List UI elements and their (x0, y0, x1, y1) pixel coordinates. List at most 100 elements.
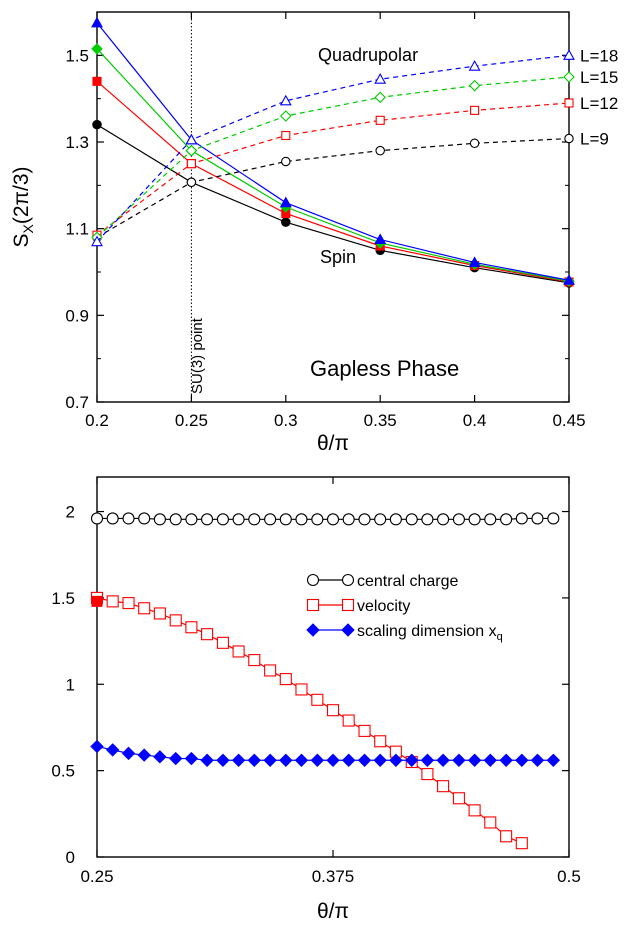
bottom-series-line (96, 745, 554, 761)
bottom-point (515, 837, 528, 850)
top-series-line (96, 22, 570, 281)
bottom-point (342, 714, 355, 727)
top-series-quadrupolar-L15: L=15 (91, 68, 618, 244)
top-point (281, 156, 291, 167)
bottom-point (467, 753, 482, 767)
bottom-point (279, 753, 293, 767)
top-series-group: L=9 L=12 L=15 L=18 (91, 16, 618, 288)
bottom-point (248, 654, 261, 667)
bottom-point (264, 513, 277, 526)
top-xtick-label: 0.25 (175, 411, 208, 430)
bottom-point (295, 513, 308, 526)
bottom-point (216, 636, 229, 649)
bottom-point (106, 595, 119, 608)
top-series-line (96, 54, 570, 243)
top-plot-frame (96, 11, 570, 403)
top-point (468, 60, 481, 71)
top-point (563, 49, 575, 60)
bottom-point (279, 673, 292, 686)
bottom-point (421, 768, 434, 781)
bottom-point (231, 753, 246, 767)
bottom-point (200, 753, 214, 767)
bottom-point (138, 602, 151, 615)
top-point (374, 233, 387, 245)
top-point (374, 73, 387, 84)
top-chart: L=9 L=12 L=15 L=18 0.2 0.25 0.3 0.35 0.4 0.45 0.7… (10, 11, 618, 455)
top-point (185, 144, 198, 157)
gapless-phase-label: Gapless Phase (310, 356, 459, 381)
bottom-point (405, 513, 418, 526)
bottom-point (500, 830, 513, 843)
bottom-point (153, 513, 166, 526)
top-point (468, 256, 481, 268)
bottom-point (342, 513, 355, 526)
bottom-point (468, 513, 481, 526)
top-point (186, 159, 196, 169)
legend-marker (306, 573, 320, 587)
bottom-point (389, 753, 403, 767)
top-point (563, 274, 575, 285)
bottom-point (137, 748, 151, 762)
top-ytick-label: 0.9 (65, 306, 89, 325)
top-ytick-label: 0.7 (65, 393, 89, 412)
legend-label: scaling dimension xq (357, 623, 503, 643)
bottom-point (311, 513, 324, 526)
bottom-ytick-label: 2 (66, 503, 75, 522)
bottom-point (436, 753, 450, 767)
bottom-point (421, 513, 434, 526)
bottom-point (326, 753, 340, 767)
bottom-point (264, 664, 277, 677)
bottom-point (122, 512, 135, 525)
top-point (468, 79, 481, 92)
bottom-point (310, 753, 325, 767)
top-series-end-label: L=15 (580, 68, 618, 87)
bottom-point (122, 597, 135, 610)
bottom-series-velocity (90, 591, 528, 850)
bottom-point (547, 512, 560, 525)
bottom-point (184, 751, 199, 766)
bottom-point (326, 704, 340, 717)
legend-entry: velocity (306, 598, 410, 615)
bottom-ytick-label: 1.5 (51, 589, 75, 608)
bottom-point (484, 816, 497, 829)
bottom-point (437, 780, 450, 793)
bottom-point (216, 513, 229, 526)
bottom-point (169, 751, 183, 766)
top-series-line (96, 80, 570, 283)
bottom-point (405, 753, 419, 767)
top-point (91, 16, 103, 28)
bottom-point (389, 513, 402, 526)
bottom-plot-frame (96, 476, 570, 858)
bottom-point (201, 513, 214, 526)
bottom-point (530, 753, 545, 767)
top-series-line (96, 124, 570, 284)
top-series-end-label: L=12 (580, 94, 618, 113)
top-point (374, 91, 386, 104)
bottom-point (201, 628, 214, 641)
top-ylabel: SX(2π/3) (10, 166, 36, 247)
bottom-ytick-label: 0 (66, 848, 75, 867)
bottom-xtick-label: 0.25 (80, 867, 113, 886)
top-point (92, 119, 102, 130)
top-point (375, 115, 385, 125)
bottom-point (374, 735, 387, 748)
top-series-end-label: L=18 (580, 46, 618, 65)
top-ytick-label: 1.3 (65, 133, 89, 152)
bottom-point (468, 804, 481, 817)
bottom-xlabel: θ/π (317, 900, 349, 923)
bottom-point (216, 753, 230, 767)
bottom-point (500, 513, 513, 526)
top-series-quadrupolar-L9: L=9 (92, 130, 609, 243)
bottom-point (484, 513, 497, 526)
bottom-point (105, 743, 120, 757)
bottom-chart: 0.25 0.375 0.5 0 0.5 1 1.5 2 θ/π central charge… (51, 476, 581, 923)
top-point (375, 145, 385, 156)
top-point (279, 196, 292, 208)
bottom-point (169, 513, 182, 526)
top-point (281, 217, 291, 227)
bottom-series-central-charge (90, 512, 560, 526)
bottom-point (248, 513, 261, 526)
bottom-point (153, 607, 166, 620)
top-xlabel: θ/π (317, 432, 349, 455)
